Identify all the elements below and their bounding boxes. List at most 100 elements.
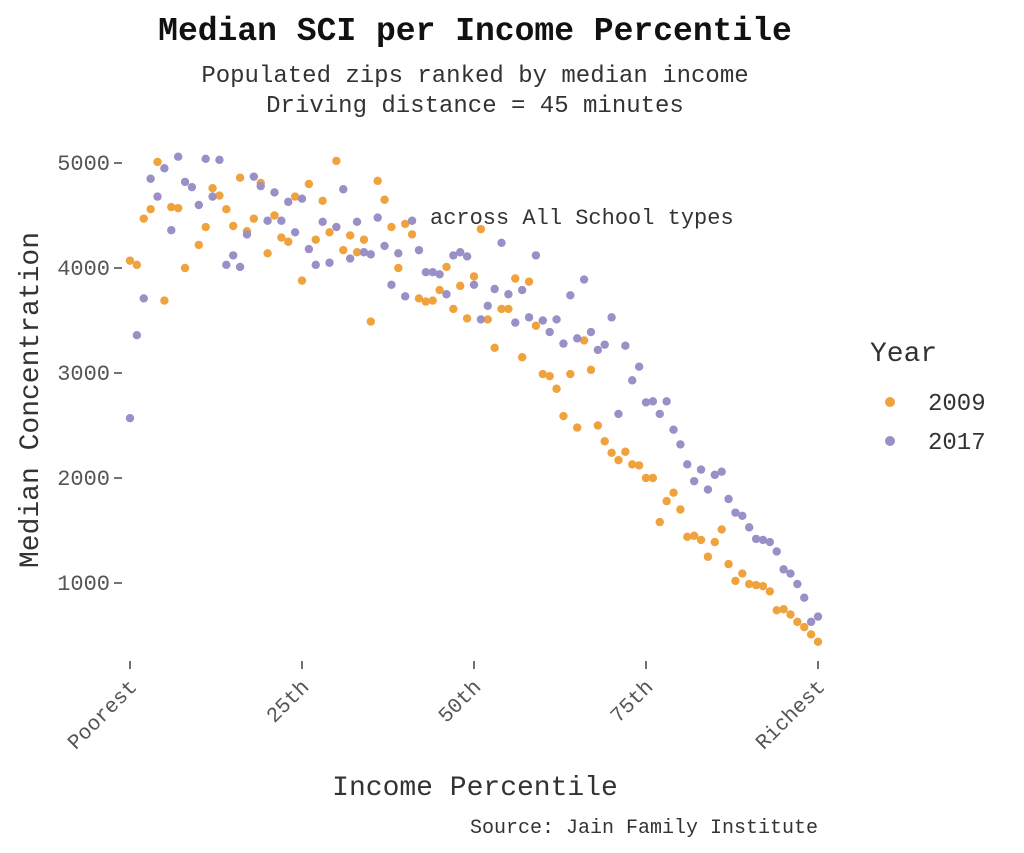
- point-2009: [194, 240, 203, 250]
- point-2009: [634, 461, 644, 470]
- point-2017: [139, 294, 148, 303]
- point-2017: [545, 327, 554, 337]
- point-2009: [332, 156, 341, 166]
- point-2009: [628, 460, 637, 469]
- point-2017: [786, 569, 795, 578]
- point-2017: [765, 537, 775, 547]
- point-2017: [456, 248, 465, 257]
- point-2009: [621, 447, 630, 456]
- legend-title: Year: [870, 339, 937, 370]
- y-tick-label: 5000: [57, 152, 110, 177]
- point-2009: [173, 203, 183, 213]
- legend-swatch-2009: [885, 397, 895, 407]
- x-tick-label: 25th: [263, 677, 315, 729]
- point-2017: [600, 340, 609, 349]
- y-tick-label: 2000: [57, 467, 110, 492]
- point-2017: [738, 511, 747, 520]
- point-2017: [751, 534, 761, 544]
- point-2009: [648, 473, 658, 483]
- point-2017: [160, 164, 169, 173]
- point-2017: [187, 182, 197, 192]
- legend: Year 2009 2017: [870, 339, 986, 457]
- point-2017: [552, 315, 561, 324]
- point-2009: [593, 421, 603, 430]
- point-2017: [249, 172, 259, 181]
- point-2009: [215, 191, 224, 200]
- point-2009: [208, 184, 217, 193]
- point-2017: [352, 217, 362, 226]
- point-2017: [683, 460, 692, 469]
- point-2009: [524, 277, 534, 286]
- point-2009: [462, 314, 472, 323]
- point-2009: [442, 262, 451, 272]
- point-2009: [352, 248, 362, 257]
- point-2009: [559, 411, 568, 421]
- point-2009: [483, 315, 492, 324]
- point-2009: [249, 214, 259, 223]
- point-2017: [490, 284, 499, 294]
- legend-label-2009: 2009: [928, 391, 986, 418]
- point-2017: [359, 248, 369, 257]
- legend-label-2017: 2017: [928, 430, 986, 457]
- point-2017: [689, 476, 699, 486]
- point-2017: [208, 192, 217, 201]
- point-2017: [731, 508, 740, 517]
- point-2017: [407, 216, 417, 225]
- point-2017: [593, 345, 603, 355]
- point-2009: [297, 276, 307, 285]
- point-2017: [414, 245, 424, 255]
- point-2009: [387, 222, 396, 232]
- legend-items: 2009 2017: [885, 391, 986, 457]
- point-2009: [806, 630, 816, 639]
- point-2017: [146, 174, 155, 183]
- point-2017: [772, 547, 781, 556]
- point-2017: [449, 251, 458, 260]
- point-2009: [125, 256, 135, 265]
- point-2017: [229, 251, 238, 260]
- point-2009: [180, 263, 190, 273]
- point-2009: [222, 205, 231, 214]
- point-2009: [270, 211, 279, 220]
- point-2009: [800, 622, 809, 632]
- point-2009: [724, 559, 733, 569]
- point-2017: [517, 285, 527, 295]
- point-2009: [607, 448, 616, 457]
- point-2009: [435, 285, 444, 295]
- point-2017: [669, 425, 678, 434]
- point-2017: [724, 494, 733, 504]
- point-2017: [476, 315, 486, 324]
- point-2017: [607, 313, 616, 322]
- point-2009: [579, 336, 589, 345]
- point-2009: [132, 260, 142, 270]
- point-2009: [366, 317, 375, 326]
- point-2009: [710, 537, 719, 547]
- point-2009: [758, 581, 768, 591]
- point-2009: [263, 249, 272, 258]
- point-2009: [662, 496, 671, 506]
- point-2017: [270, 188, 279, 197]
- point-2009: [304, 179, 314, 189]
- point-2009: [676, 505, 685, 514]
- point-2017: [442, 290, 451, 299]
- point-2017: [194, 200, 203, 210]
- point-2017: [284, 197, 293, 207]
- point-2017: [641, 398, 651, 407]
- point-2017: [628, 376, 637, 385]
- point-2017: [380, 241, 389, 251]
- point-2009: [751, 580, 761, 590]
- point-2017: [256, 181, 265, 191]
- point-2009: [504, 304, 513, 314]
- point-2009: [373, 176, 382, 186]
- point-2009: [469, 272, 479, 281]
- point-2009: [745, 579, 754, 589]
- point-2017: [462, 252, 472, 261]
- point-2017: [504, 290, 513, 299]
- point-2017: [745, 523, 754, 532]
- point-2009: [456, 281, 465, 291]
- y-tick-label: 3000: [57, 362, 110, 387]
- x-tick-label: Poorest: [64, 677, 143, 756]
- point-2017: [366, 250, 375, 259]
- point-2009: [511, 274, 520, 283]
- x-tick-label: 50th: [435, 677, 487, 729]
- y-axis-label: Median Concentration: [16, 232, 47, 568]
